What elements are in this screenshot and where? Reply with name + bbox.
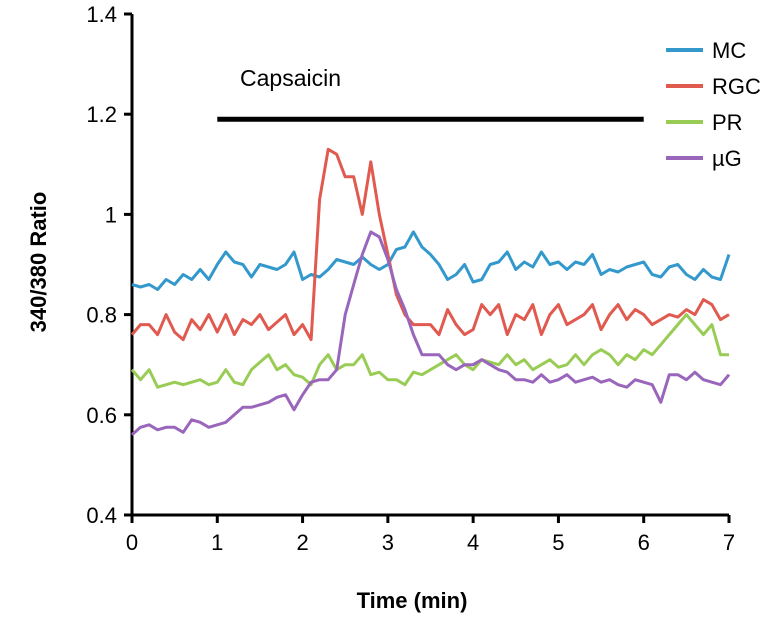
- axes: 0.4 0.6 0.8 1 1.2 1.4 0 1 2 3 4 5 6 7: [86, 2, 735, 555]
- x-tick-label: 6: [638, 530, 650, 555]
- x-axis-title: Time (min): [357, 588, 468, 613]
- x-tick-label: 5: [552, 530, 564, 555]
- y-tick-label: 1.2: [86, 102, 117, 127]
- x-tick-label: 0: [126, 530, 138, 555]
- x-tick-label: 7: [723, 530, 735, 555]
- series-line-3: [131, 230, 731, 436]
- legend-label: µG: [712, 146, 742, 171]
- y-tick-label: 0.4: [86, 503, 117, 528]
- capsaicin-label: Capsaicin: [240, 65, 341, 91]
- legend-label: RGC: [712, 74, 761, 99]
- y-tick-label: 1.4: [86, 2, 117, 27]
- series-line-0: [131, 230, 731, 291]
- x-tick-label: 1: [211, 530, 223, 555]
- x-tick-label: 2: [296, 530, 308, 555]
- y-tick-label: 0.8: [86, 303, 117, 328]
- legend-label: MC: [712, 38, 746, 63]
- y-tick-label: 0.6: [86, 403, 117, 428]
- series-lines: [130, 147, 731, 436]
- x-tick-label: 4: [467, 530, 479, 555]
- series-line-2: [130, 313, 729, 389]
- y-tick-label: 1: [105, 202, 117, 227]
- legend-label: PR: [712, 110, 743, 135]
- x-tick-label: 3: [382, 530, 394, 555]
- legend: MC RGC PR µG: [666, 38, 761, 171]
- series-line-1: [130, 147, 730, 342]
- y-axis-title: 340/380 Ratio: [26, 192, 51, 333]
- capsaicin-annotation: Capsaicin: [217, 65, 644, 122]
